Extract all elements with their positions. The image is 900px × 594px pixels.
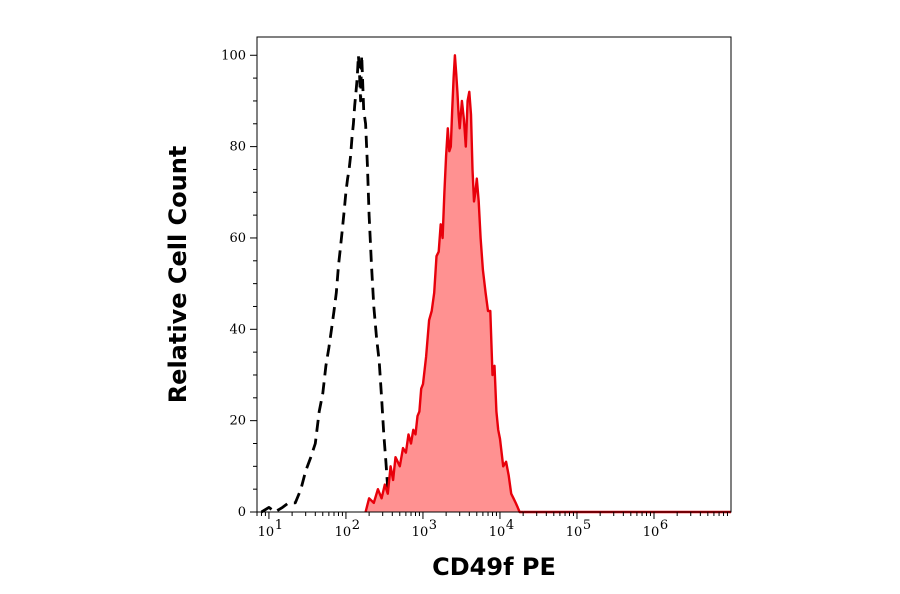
series-layer (260, 53, 731, 514)
x-tick-exponent: 5 (583, 518, 591, 533)
x-tick-exponent: 3 (429, 518, 437, 533)
y-tick-label: 20 (229, 414, 246, 429)
x-tick-exponent: 4 (506, 518, 514, 533)
x-tick-exponent: 1 (275, 518, 283, 533)
x-tick-label: 10 (335, 525, 352, 540)
y-axis-title: Relative Cell Count (164, 146, 192, 404)
y-tick-label: 100 (221, 48, 246, 63)
x-tick-label: 10 (258, 525, 275, 540)
y-tick-label: 40 (229, 322, 246, 337)
y-tick-label: 60 (229, 231, 246, 246)
x-tick-label: 10 (566, 525, 583, 540)
y-tick-label: 0 (238, 505, 246, 520)
x-tick-exponent: 2 (352, 518, 360, 533)
x-axis-title: CD49f PE (432, 553, 556, 581)
plot-frame (256, 36, 732, 513)
series-1-area (365, 55, 524, 513)
x-tick-exponent: 6 (660, 518, 668, 533)
x-tick-label: 10 (643, 525, 660, 540)
x-tick-label: 10 (412, 525, 429, 540)
y-tick-label: 80 (229, 140, 246, 155)
series-0-line (260, 53, 392, 514)
x-tick-label: 10 (489, 525, 506, 540)
series-1-line (364, 54, 524, 514)
